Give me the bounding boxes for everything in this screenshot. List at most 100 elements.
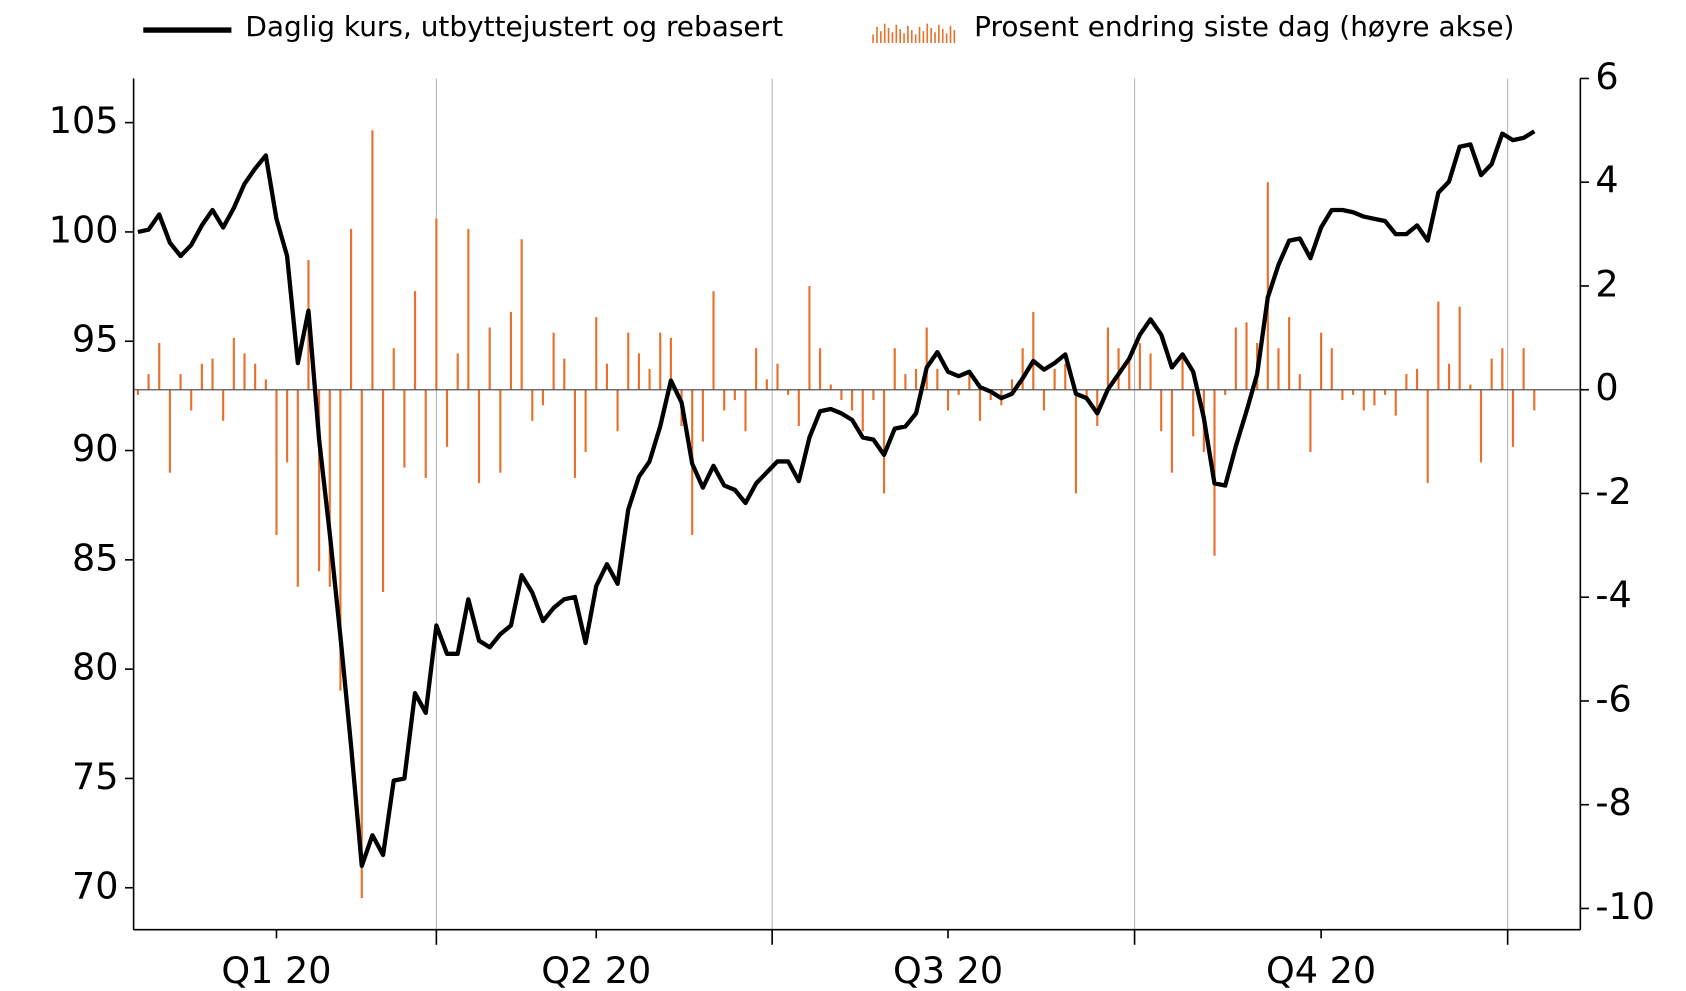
bar bbox=[552, 332, 555, 390]
bar bbox=[595, 317, 598, 390]
bar bbox=[360, 389, 363, 899]
bar bbox=[1522, 348, 1525, 390]
bar bbox=[264, 379, 267, 390]
x-tick-label: Q3 20 bbox=[893, 949, 1003, 991]
bar bbox=[968, 374, 971, 390]
bar bbox=[1042, 389, 1046, 411]
bar bbox=[190, 389, 193, 411]
bar bbox=[1021, 348, 1024, 390]
bar bbox=[1117, 348, 1120, 390]
bar bbox=[563, 358, 566, 390]
bar bbox=[328, 389, 331, 587]
bar bbox=[584, 389, 587, 452]
bar bbox=[147, 374, 150, 390]
bar bbox=[616, 389, 619, 432]
bar bbox=[1192, 389, 1195, 437]
bar bbox=[1128, 358, 1131, 390]
bar bbox=[829, 384, 832, 390]
bar bbox=[1447, 363, 1451, 390]
bar bbox=[168, 389, 171, 473]
bar bbox=[488, 327, 491, 390]
y-tick-label: 70 bbox=[72, 864, 119, 907]
bar bbox=[1479, 389, 1483, 463]
bar bbox=[477, 389, 481, 484]
bar bbox=[200, 363, 203, 390]
bar bbox=[403, 389, 406, 468]
x-tick-label: Q2 20 bbox=[541, 949, 651, 991]
bar bbox=[318, 389, 321, 572]
bar bbox=[1511, 389, 1515, 447]
bar bbox=[275, 389, 278, 535]
y2-tick-label: -8 bbox=[1595, 781, 1631, 824]
bar bbox=[946, 389, 950, 411]
bar bbox=[701, 389, 704, 442]
bar bbox=[957, 389, 960, 395]
bar bbox=[254, 363, 257, 390]
y-tick-label: 100 bbox=[49, 208, 119, 251]
bar bbox=[1288, 317, 1291, 390]
bar bbox=[733, 389, 736, 401]
bar bbox=[744, 389, 747, 432]
x-tick-label: Q4 20 bbox=[1266, 949, 1376, 991]
bar bbox=[1533, 389, 1536, 411]
legend: Daglig kurs, utbyttejustert og rebasert … bbox=[143, 10, 1514, 43]
bar bbox=[712, 291, 715, 390]
y2-tick-label: 0 bbox=[1595, 366, 1618, 409]
bar bbox=[1426, 389, 1429, 484]
legend-label: Daglig kurs, utbyttejustert og rebasert bbox=[245, 10, 783, 43]
bar bbox=[808, 285, 811, 390]
bar bbox=[669, 337, 672, 390]
bar bbox=[467, 228, 470, 390]
bar bbox=[1170, 389, 1173, 473]
bar bbox=[1106, 327, 1109, 390]
y-tick-label: 105 bbox=[49, 99, 119, 142]
y-tick-label: 75 bbox=[72, 755, 119, 798]
bar bbox=[925, 327, 928, 390]
y-tick-label: 85 bbox=[72, 536, 119, 579]
legend-bar-swatch bbox=[872, 23, 956, 43]
bar bbox=[1074, 389, 1078, 494]
bar bbox=[541, 389, 545, 406]
bar bbox=[509, 311, 513, 390]
bar bbox=[1394, 389, 1397, 416]
bar bbox=[1501, 348, 1504, 390]
bar bbox=[1053, 368, 1056, 390]
bar bbox=[1352, 389, 1355, 395]
bar bbox=[243, 353, 246, 390]
bar bbox=[1032, 311, 1035, 390]
y2-tick-label: 2 bbox=[1595, 262, 1618, 305]
bar bbox=[1160, 389, 1163, 432]
y-tick-label: 80 bbox=[72, 646, 119, 689]
bar bbox=[1149, 353, 1152, 390]
bar bbox=[232, 337, 235, 390]
y2-tick-label: 6 bbox=[1595, 55, 1618, 98]
bar bbox=[1415, 368, 1419, 390]
bar bbox=[1138, 343, 1141, 390]
bar bbox=[1362, 389, 1365, 411]
bar bbox=[659, 332, 662, 390]
bar bbox=[1096, 389, 1099, 427]
y2-tick-label: -4 bbox=[1595, 574, 1631, 617]
bar bbox=[371, 130, 374, 390]
line bbox=[137, 129, 1536, 869]
bar bbox=[339, 389, 342, 691]
bar bbox=[1085, 389, 1088, 401]
bar bbox=[456, 353, 459, 390]
bar bbox=[1181, 353, 1184, 390]
bar bbox=[158, 343, 161, 390]
bar bbox=[872, 389, 875, 401]
bar bbox=[989, 389, 992, 401]
bar bbox=[1373, 389, 1376, 406]
bar bbox=[211, 358, 214, 390]
legend-label: Prosent endring siste dag (høyre akse) bbox=[974, 10, 1514, 43]
x-tick-label: Q1 20 bbox=[221, 949, 331, 991]
bar bbox=[819, 348, 822, 390]
bar bbox=[1341, 389, 1344, 401]
bar bbox=[222, 389, 225, 421]
bar bbox=[787, 389, 790, 395]
bar bbox=[1437, 301, 1440, 390]
bar bbox=[1010, 379, 1014, 390]
bar bbox=[861, 389, 864, 432]
bar bbox=[914, 368, 918, 390]
bar bbox=[350, 228, 353, 390]
